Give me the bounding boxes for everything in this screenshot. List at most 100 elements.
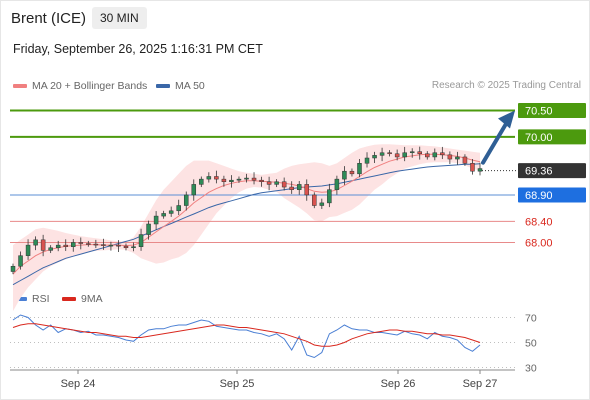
- candle-body: [364, 157, 370, 164]
- x-tick-label: Sep 25: [220, 378, 255, 390]
- candle-body: [334, 178, 340, 190]
- candle-body: [394, 153, 400, 158]
- candle-body: [319, 202, 325, 206]
- timestamp: Friday, September 26, 2025 1:16:31 PM CE…: [13, 42, 263, 56]
- last-price-box: [518, 163, 586, 179]
- timeframe-badge[interactable]: 30 MIN: [92, 7, 147, 29]
- level-label-0: 70.50: [525, 105, 553, 117]
- ma50-legend-label: MA 50: [175, 80, 205, 92]
- candle-body: [168, 210, 174, 214]
- level-label-4: 68.00: [525, 237, 553, 249]
- candle-body: [25, 244, 31, 256]
- candle-body: [304, 184, 310, 196]
- candle-body: [251, 177, 257, 181]
- candle-body: [86, 243, 91, 245]
- candle-body: [455, 156, 460, 160]
- target-arrow-head: [498, 110, 515, 129]
- candle-body: [462, 156, 468, 164]
- candle-body: [379, 152, 385, 156]
- rsi-tick-label: 70: [525, 313, 537, 325]
- candle-body: [470, 163, 475, 172]
- rsi-ma-line: [12, 323, 481, 347]
- candle-body: [357, 163, 362, 175]
- candle-body: [296, 184, 302, 190]
- candle-body: [221, 178, 227, 183]
- level-label-3: 68.40: [525, 216, 553, 228]
- x-tick-label: Sep 26: [381, 378, 416, 390]
- rsi-ma-swatch: [62, 297, 76, 302]
- candle-body: [71, 242, 76, 247]
- candle-body: [289, 186, 294, 190]
- level-label-2: 68.90: [525, 190, 553, 202]
- rsi-line: [12, 314, 481, 359]
- candle-body: [477, 168, 483, 172]
- candle-body: [101, 244, 106, 246]
- candle-body: [191, 184, 197, 196]
- candle-body: [417, 151, 422, 155]
- bollinger-band: [13, 144, 480, 312]
- candle-body: [33, 239, 38, 246]
- candle-body: [55, 244, 61, 249]
- candle-body: [409, 151, 415, 153]
- level-box-2: [518, 187, 586, 203]
- ma50-legend: MA 50: [156, 80, 205, 92]
- candle-body: [153, 215, 159, 225]
- rsi-ma-legend: 9MA: [62, 293, 103, 305]
- rsi-ma-legend-label: 9MA: [81, 293, 103, 305]
- ma20-legend: MA 20 + Bollinger Bands: [13, 80, 147, 92]
- ma50-swatch: [156, 84, 170, 89]
- candle-body: [447, 154, 453, 160]
- candle-body: [342, 170, 347, 180]
- candle-body: [281, 181, 287, 188]
- candle-body: [78, 242, 84, 244]
- ma20-legend-label: MA 20 + Bollinger Bands: [32, 80, 148, 92]
- candle-body: [244, 177, 249, 180]
- candle-body: [425, 153, 430, 158]
- candle-body: [183, 194, 189, 206]
- candle-body: [18, 255, 23, 267]
- candle-body: [274, 181, 279, 185]
- target-arrow-shaft: [481, 118, 510, 165]
- x-tick-label: Sep 24: [61, 378, 96, 390]
- candle-body: [138, 234, 144, 247]
- candle-body: [432, 152, 438, 158]
- ma50-line: [12, 163, 481, 286]
- last-price-label: 69.36: [525, 166, 553, 178]
- candle-body: [146, 223, 151, 235]
- candle-body: [93, 243, 99, 246]
- candle-body: [108, 244, 114, 247]
- candle-body: [63, 244, 68, 247]
- level-label-1: 70.00: [525, 132, 553, 144]
- candle-body: [10, 265, 16, 272]
- candle-body: [229, 179, 234, 183]
- candle-body: [123, 245, 129, 249]
- candle-body: [372, 155, 377, 159]
- candle-body: [199, 178, 204, 185]
- candle-body: [387, 152, 392, 155]
- x-tick-label: Sep 27: [463, 378, 498, 390]
- candle-body: [40, 239, 46, 251]
- ma20-line: [12, 153, 481, 275]
- candle-body: [214, 176, 219, 180]
- candle-body: [206, 176, 212, 180]
- ma20-swatch: [13, 84, 27, 89]
- rsi-legend-label: RSI: [32, 293, 50, 305]
- candle-body: [259, 179, 264, 183]
- candle-body: [440, 152, 445, 156]
- candle-body: [131, 246, 136, 249]
- rsi-tick-label: 50: [525, 338, 537, 350]
- level-box-1: [518, 129, 586, 145]
- candle-body: [327, 189, 332, 204]
- candle-body: [236, 178, 242, 181]
- candle-body: [349, 170, 355, 175]
- credit-text: Research © 2025 Trading Central: [431, 80, 581, 91]
- rsi-swatch: [13, 297, 27, 302]
- rsi-tick-label: 30: [525, 363, 537, 375]
- level-box-0: [518, 102, 586, 118]
- candle-body: [402, 152, 407, 158]
- candle-body: [116, 244, 121, 247]
- candle-body: [161, 213, 166, 217]
- candle-body: [176, 205, 181, 212]
- candle-body: [48, 247, 53, 251]
